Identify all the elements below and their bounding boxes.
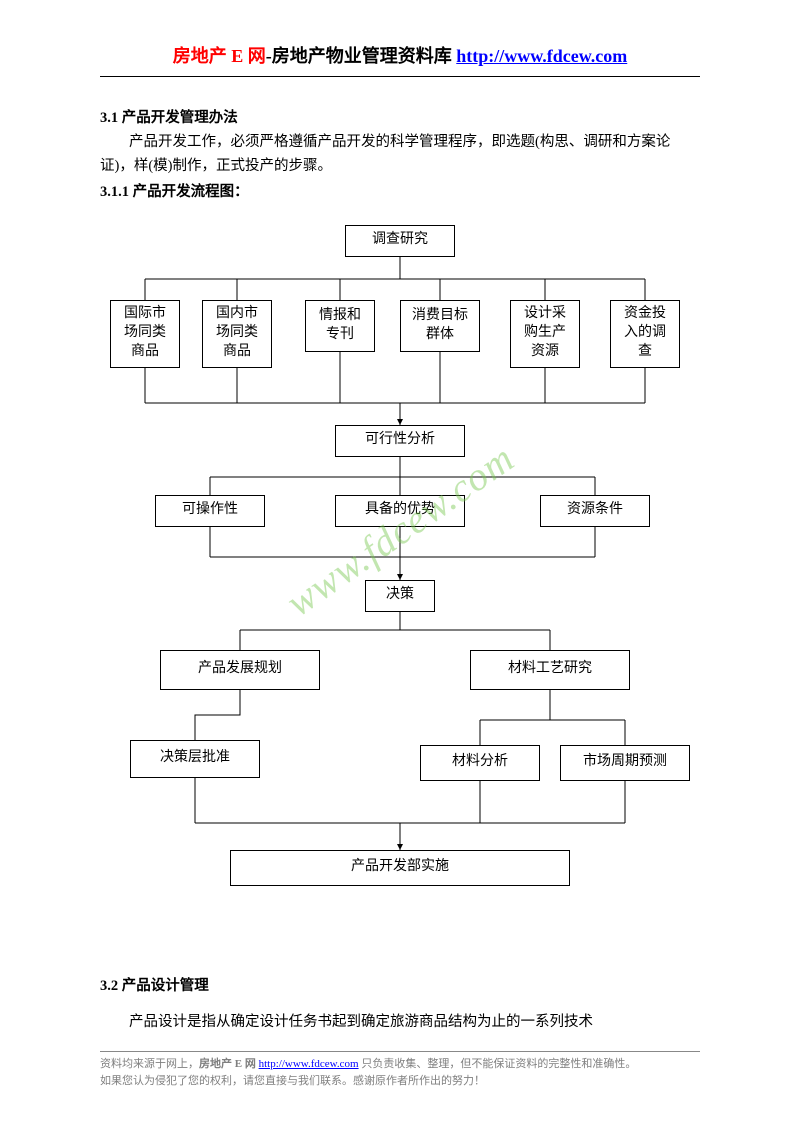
flow-node-n2b: 国内市场同类商品 [202, 300, 272, 368]
flow-node-n5: 决策 [365, 580, 435, 612]
flowchart: 调查研究国际市场同类商品国内市场同类商品情报和专刊消费目标群体设计采购生产资源资… [100, 205, 700, 945]
flow-node-n8b: 市场周期预测 [560, 745, 690, 781]
section-3-1-title: 3.1 产品开发管理办法 [100, 107, 700, 131]
section-3-1-para: 产品开发工作，必须严格遵循产品开发的科学管理程序，即选题(构思、调研和方案论证)… [100, 131, 700, 179]
flow-node-n2f: 资金投入的调查 [610, 300, 680, 368]
footer-url[interactable]: http://www.fdcew.com [259, 1058, 359, 1070]
footer-line2: 如果您认为侵犯了您的权利，请您直接与我们联系。感谢原作者所作出的努力！ [100, 1073, 700, 1090]
flow-node-n4a: 可操作性 [155, 495, 265, 527]
flow-node-n2e: 设计采购生产资源 [510, 300, 580, 368]
footer-line1-b: 只负责收集、整理，但不能保证资料的完整性和准确性。 [359, 1058, 637, 1070]
footer-site: 房地产 E 网 [199, 1058, 259, 1070]
footer-rule [100, 1051, 700, 1052]
section-3-2-title: 3.2 产品设计管理 [100, 975, 700, 999]
flow-node-n4b: 具备的优势 [335, 495, 465, 527]
flow-node-n8a: 材料分析 [420, 745, 540, 781]
flow-node-n2a: 国际市场同类商品 [110, 300, 180, 368]
flow-node-n7: 决策层批准 [130, 740, 260, 778]
flow-node-n2d: 消费目标群体 [400, 300, 480, 352]
header-url[interactable]: http://www.fdcew.com [456, 46, 627, 66]
section-3-1-1-title: 3.1.1 产品开发流程图： [100, 181, 700, 205]
flow-node-n6a: 产品发展规划 [160, 650, 320, 690]
flow-node-n4c: 资源条件 [540, 495, 650, 527]
header-brand: 房地产 E 网 [173, 46, 266, 66]
flow-node-n3: 可行性分析 [335, 425, 465, 457]
flow-node-n9: 产品开发部实施 [230, 850, 570, 886]
footer-line1-a: 资料均来源于网上， [100, 1058, 199, 1070]
flow-node-n1: 调查研究 [345, 225, 455, 257]
page-footer: 资料均来源于网上，房地产 E 网 http://www.fdcew.com 只负… [100, 1051, 700, 1090]
header-subtitle: 房地产物业管理资料库 [272, 46, 457, 66]
flow-node-n6b: 材料工艺研究 [470, 650, 630, 690]
section-3-2-para: 产品设计是指从确定设计任务书起到确定旅游商品结构为止的一系列技术 [100, 1011, 700, 1035]
flow-node-n2c: 情报和专刊 [305, 300, 375, 352]
